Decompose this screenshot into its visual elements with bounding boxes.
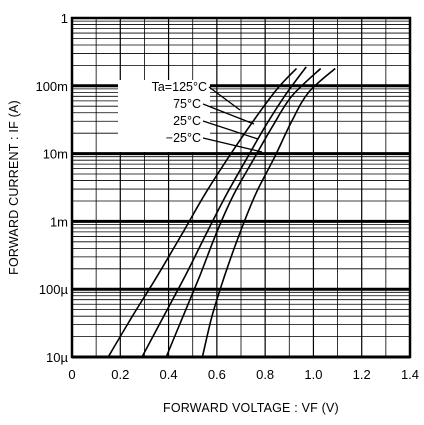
legend-leader-line — [202, 103, 255, 125]
legend-label-75c: 75°C — [173, 97, 201, 111]
x-tick-label: 1.0 — [304, 367, 322, 382]
x-tick-label: 0.4 — [160, 367, 178, 382]
y-tick-label: 1 — [61, 11, 68, 26]
legend-label-25c: 25°C — [173, 114, 201, 128]
x-tick-label: 0 — [68, 367, 75, 382]
x-tick-labels: 0 0.2 0.4 0.6 0.8 1.0 1.2 1.4 — [68, 367, 419, 382]
y-axis-label: FORWARD CURRENT : IF (A) — [7, 100, 21, 275]
curve-25c — [165, 67, 322, 358]
plot-frame — [70, 16, 412, 359]
legend-leader-line — [202, 120, 259, 140]
x-tick-label: 1.2 — [353, 367, 371, 382]
legend-label-125c: Ta=125°C — [152, 80, 207, 94]
y-tick-label: 10µ — [46, 350, 68, 365]
grid — [72, 18, 410, 359]
legend: Ta=125°C 75°C 25°C −25°C — [118, 80, 263, 153]
x-tick-label: 0.2 — [111, 367, 129, 382]
legend-leader-line — [202, 137, 263, 153]
x-tick-label: 0.6 — [208, 367, 226, 382]
series-curves — [107, 66, 336, 358]
y-tick-label: 100µ — [39, 282, 69, 297]
y-tick-label: 100m — [35, 79, 68, 94]
y-tick-label: 10m — [43, 147, 68, 162]
legend-leader-line — [208, 86, 241, 111]
x-tick-label: 0.8 — [256, 367, 274, 382]
x-axis-label: FORWARD VOLTAGE : VF (V) — [163, 401, 339, 415]
y-tick-labels: 10µ 100µ 1m 10m 100m 1 — [35, 11, 68, 365]
curve-minus25c — [201, 67, 336, 358]
legend-label-minus25c: −25°C — [166, 131, 201, 145]
curve-75c — [141, 66, 307, 358]
x-tick-label: 1.4 — [401, 367, 419, 382]
curve-125c — [107, 67, 298, 358]
y-tick-label: 1m — [50, 214, 68, 229]
legend-background — [118, 80, 210, 152]
